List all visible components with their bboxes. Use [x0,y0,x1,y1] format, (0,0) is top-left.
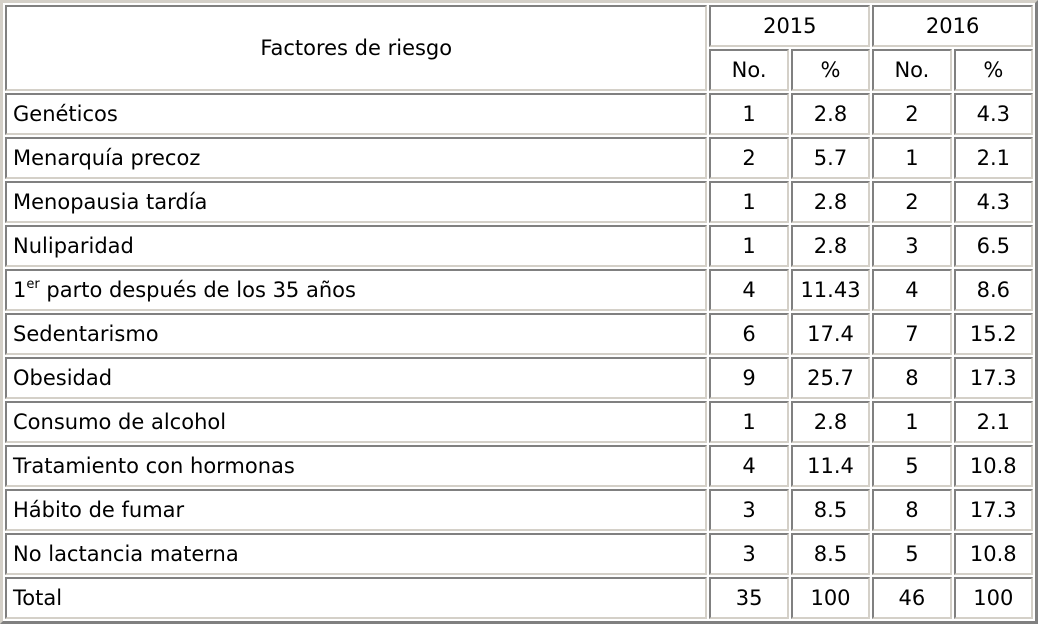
table-row: Sedentarismo 6 17.4 7 15.2 [5,313,1033,355]
no-2016-cell: 7 [872,313,952,355]
table-row: Hábito de fumar 3 8.5 8 17.3 [5,489,1033,531]
pct-2016-cell: 17.3 [953,357,1033,399]
pct-2016-cell: 4.3 [953,93,1033,135]
pct-2015-cell: 8.5 [790,533,871,575]
no-2015-cell: 35 [709,577,789,619]
no-2015-cell: 2 [709,137,789,179]
no-2015-cell: 1 [709,401,789,443]
table-row-total: Total 35 100 46 100 [5,577,1033,619]
table-row: Obesidad 9 25.7 8 17.3 [5,357,1033,399]
pct-2015-cell: 5.7 [790,137,871,179]
no-2015-cell: 3 [709,533,789,575]
factor-cell: Consumo de alcohol [5,401,708,443]
no-2015-cell: 1 [709,93,789,135]
pct-2015-cell: 8.5 [790,489,871,531]
factor-cell: Nuliparidad [5,225,708,267]
no-2015-cell: 1 [709,225,789,267]
header-pct-2016: % [953,49,1033,91]
factor-cell: No lactancia materna [5,533,708,575]
pct-2015-cell: 2.8 [790,225,871,267]
header-year-2016: 2016 [872,5,1033,47]
pct-2016-cell: 2.1 [953,401,1033,443]
factor-cell: Sedentarismo [5,313,708,355]
no-2016-cell: 2 [872,93,952,135]
no-2016-cell: 2 [872,181,952,223]
table-row: Menopausia tardía 1 2.8 2 4.3 [5,181,1033,223]
factor-cell: Menarquía precoz [5,137,708,179]
pct-2016-cell: 6.5 [953,225,1033,267]
no-2016-cell: 3 [872,225,952,267]
pct-2016-cell: 10.8 [953,533,1033,575]
no-2016-cell: 1 [872,137,952,179]
no-2015-cell: 6 [709,313,789,355]
pct-2015-cell: 2.8 [790,181,871,223]
table-row: No lactancia materna 3 8.5 5 10.8 [5,533,1033,575]
pct-2016-cell: 4.3 [953,181,1033,223]
header-no-2016: No. [872,49,952,91]
table-row: Genéticos 1 2.8 2 4.3 [5,93,1033,135]
pct-2015-cell: 17.4 [790,313,871,355]
no-2016-cell: 46 [872,577,952,619]
no-2016-cell: 5 [872,533,952,575]
pct-2016-cell: 8.6 [953,269,1033,311]
no-2015-cell: 3 [709,489,789,531]
pct-2015-cell: 11.4 [790,445,871,487]
pct-2016-cell: 17.3 [953,489,1033,531]
no-2016-cell: 8 [872,489,952,531]
header-pct-2015: % [790,49,871,91]
factor-text: 1 [13,278,27,302]
header-factores-de-riesgo: Factores de riesgo [5,5,708,91]
header-no-2015: No. [709,49,789,91]
pct-2015-cell: 2.8 [790,401,871,443]
table-row: Menarquía precoz 2 5.7 1 2.1 [5,137,1033,179]
table-row: Tratamiento con hormonas 4 11.4 5 10.8 [5,445,1033,487]
pct-2016-cell: 2.1 [953,137,1033,179]
factor-cell: Total [5,577,708,619]
no-2015-cell: 9 [709,357,789,399]
pct-2016-cell: 100 [953,577,1033,619]
header-row-subcolumns: No. % No. % [5,49,1033,91]
factor-text: parto después de los 35 años [39,278,356,302]
factor-cell: Genéticos [5,93,708,135]
pct-2015-cell: 11.43 [790,269,871,311]
header-year-2015: 2015 [709,5,871,47]
risk-factors-table: Factores de riesgo 2015 2016 No. % No. %… [3,3,1035,621]
no-2015-cell: 1 [709,181,789,223]
table-row: Nuliparidad 1 2.8 3 6.5 [5,225,1033,267]
table-row: Consumo de alcohol 1 2.8 1 2.1 [5,401,1033,443]
factor-superscript: er [26,277,40,292]
pct-2015-cell: 2.8 [790,93,871,135]
no-2016-cell: 4 [872,269,952,311]
no-2016-cell: 5 [872,445,952,487]
pct-2016-cell: 10.8 [953,445,1033,487]
factor-cell: 1er parto después de los 35 años [5,269,708,311]
factor-cell: Obesidad [5,357,708,399]
no-2016-cell: 8 [872,357,952,399]
pct-2015-cell: 100 [790,577,871,619]
no-2015-cell: 4 [709,445,789,487]
no-2015-cell: 4 [709,269,789,311]
factor-cell: Tratamiento con hormonas [5,445,708,487]
pct-2015-cell: 25.7 [790,357,871,399]
no-2016-cell: 1 [872,401,952,443]
pct-2016-cell: 15.2 [953,313,1033,355]
factor-cell: Hábito de fumar [5,489,708,531]
factor-cell: Menopausia tardía [5,181,708,223]
table-row: 1er parto después de los 35 años 4 11.43… [5,269,1033,311]
header-row-years: Factores de riesgo 2015 2016 [5,5,1033,91]
